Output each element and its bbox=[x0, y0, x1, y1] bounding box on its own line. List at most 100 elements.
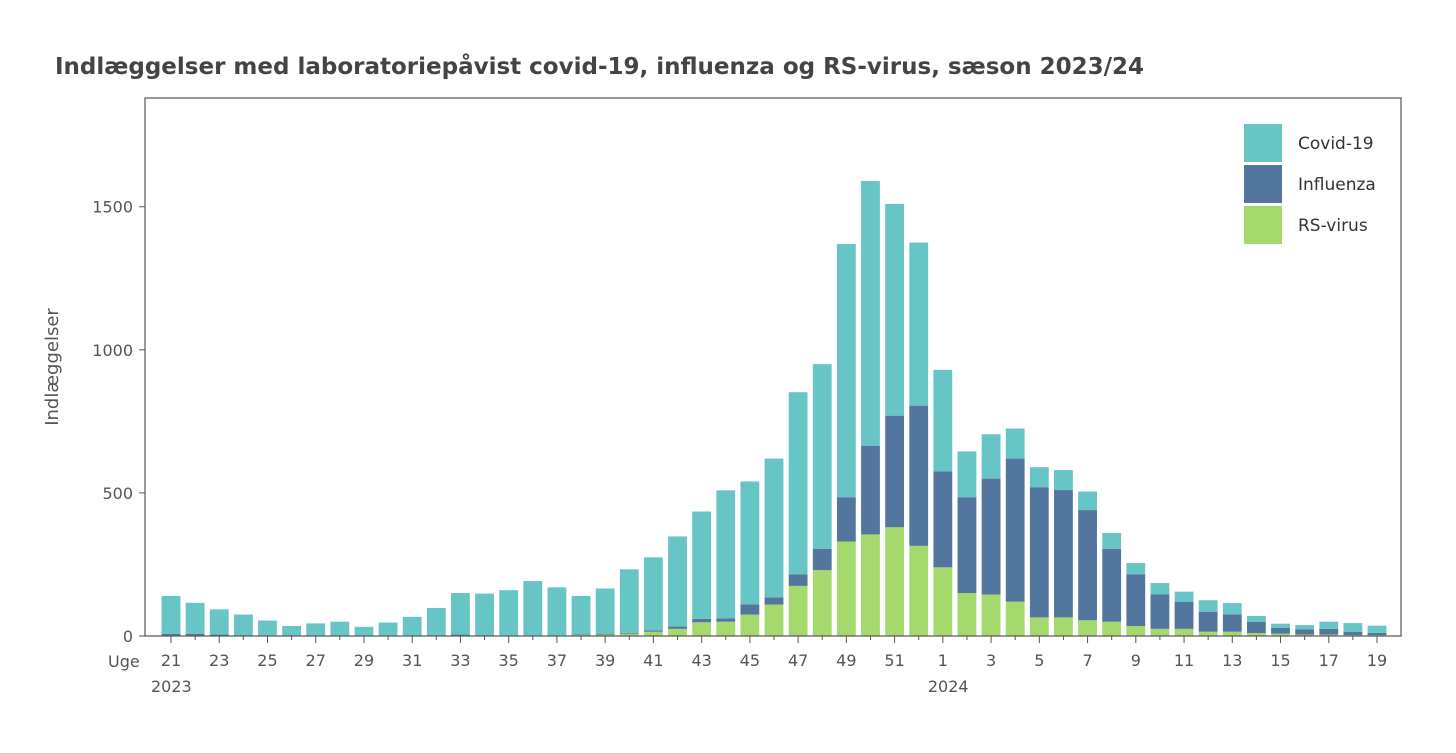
bar-covid-19 bbox=[1054, 470, 1073, 491]
bar-rs-virus bbox=[885, 527, 905, 636]
x-tick-label: 51 bbox=[884, 651, 904, 670]
plot-frame bbox=[144, 97, 1402, 637]
bar-influenza bbox=[209, 634, 229, 636]
bar-covid-19 bbox=[1174, 591, 1194, 602]
bar-influenza bbox=[571, 634, 591, 636]
legend-swatch bbox=[1244, 206, 1282, 244]
bar-rs-virus bbox=[812, 570, 832, 636]
bar-rs-virus bbox=[1029, 617, 1049, 636]
x-tick-label: 33 bbox=[450, 651, 470, 670]
bar-covid-19 bbox=[668, 536, 687, 627]
bar-influenza bbox=[1198, 611, 1218, 632]
x-tick-label: 37 bbox=[547, 651, 567, 670]
legend-label: RS-virus bbox=[1298, 216, 1368, 236]
y-tick-label: 1500 bbox=[92, 198, 133, 217]
x-tick-label: 1 bbox=[938, 651, 948, 670]
y-tick-label: 500 bbox=[102, 484, 133, 503]
bar-influenza bbox=[740, 604, 760, 615]
bar-rs-virus bbox=[1174, 628, 1194, 636]
x-axis-prefix: Uge bbox=[108, 652, 140, 671]
bar-rs-virus bbox=[716, 621, 736, 636]
bar-rs-virus bbox=[1222, 631, 1242, 636]
bar-covid-19 bbox=[836, 243, 856, 498]
bar-rs-virus bbox=[1102, 621, 1122, 636]
bar-influenza bbox=[1174, 601, 1194, 629]
bar-covid-19 bbox=[692, 511, 712, 619]
bar-rs-virus bbox=[1246, 633, 1266, 636]
bar-influenza bbox=[764, 597, 784, 605]
legend-label: Influenza bbox=[1298, 175, 1376, 195]
x-tick-label: 29 bbox=[354, 651, 374, 670]
x-tick-label: 5 bbox=[1034, 651, 1044, 670]
x-tick-label: 27 bbox=[306, 651, 326, 670]
bar-covid-19 bbox=[812, 364, 832, 549]
bar-influenza bbox=[957, 497, 977, 594]
bar-covid-19 bbox=[233, 614, 253, 636]
bar-rs-virus bbox=[668, 628, 687, 636]
bar-influenza bbox=[861, 445, 880, 535]
bar-rs-virus bbox=[619, 633, 639, 636]
bar-rs-virus bbox=[643, 631, 663, 636]
chart-title: Indlæggelser med laboratoriepåvist covid… bbox=[55, 54, 1145, 80]
bar-rs-virus bbox=[692, 622, 712, 636]
y-axis-label: Indlæggelser bbox=[42, 308, 63, 426]
bar-covid-19 bbox=[1295, 625, 1315, 630]
bar-covid-19 bbox=[185, 602, 205, 634]
year-label: 2023 bbox=[151, 677, 192, 696]
x-tick-label: 39 bbox=[595, 651, 615, 670]
bar-covid-19 bbox=[354, 626, 374, 636]
x-tick-label: 43 bbox=[691, 651, 711, 670]
bar-covid-19 bbox=[330, 621, 350, 636]
bar-influenza bbox=[185, 633, 205, 636]
bar-influenza bbox=[1271, 627, 1290, 634]
bar-rs-virus bbox=[1150, 628, 1170, 636]
bar-covid-19 bbox=[595, 588, 615, 634]
y-tick-label: 0 bbox=[123, 627, 133, 646]
bar-covid-19 bbox=[402, 616, 422, 636]
x-tick-label: 35 bbox=[499, 651, 519, 670]
bar-influenza bbox=[909, 405, 929, 546]
bar-influenza bbox=[1222, 614, 1242, 632]
x-tick-label: 3 bbox=[986, 651, 996, 670]
bar-influenza bbox=[981, 478, 1001, 595]
bar-covid-19 bbox=[499, 590, 519, 636]
bar-covid-19 bbox=[378, 622, 398, 636]
bar-rs-virus bbox=[933, 567, 953, 636]
bar-covid-19 bbox=[426, 607, 446, 636]
bar-influenza bbox=[161, 633, 181, 636]
bar-rs-virus bbox=[1078, 620, 1097, 636]
bar-rs-virus bbox=[764, 604, 784, 636]
bar-covid-19 bbox=[571, 595, 591, 635]
bar-rs-virus bbox=[1319, 634, 1339, 636]
bar-covid-19 bbox=[981, 434, 1001, 479]
bar-covid-19 bbox=[764, 458, 784, 598]
bar-influenza bbox=[595, 633, 615, 635]
bar-influenza bbox=[1054, 490, 1073, 618]
bar-covid-19 bbox=[619, 569, 639, 633]
y-tick-label: 1000 bbox=[92, 341, 133, 360]
bar-covid-19 bbox=[909, 242, 929, 406]
bar-rs-virus bbox=[740, 614, 760, 636]
bar-influenza bbox=[788, 574, 808, 586]
bar-influenza bbox=[716, 618, 736, 622]
x-tick-label: 11 bbox=[1174, 651, 1194, 670]
bar-covid-19 bbox=[209, 609, 229, 635]
bar-covid-19 bbox=[451, 593, 470, 635]
bar-influenza bbox=[619, 632, 639, 634]
bar-covid-19 bbox=[547, 587, 567, 636]
bar-covid-19 bbox=[1222, 603, 1242, 615]
bar-influenza bbox=[1295, 629, 1315, 635]
bar-influenza bbox=[1005, 458, 1025, 602]
bar-covid-19 bbox=[1078, 491, 1097, 511]
bar-covid-19 bbox=[740, 481, 760, 605]
x-tick-label: 23 bbox=[209, 651, 229, 670]
x-tick-label: 47 bbox=[788, 651, 808, 670]
bar-covid-19 bbox=[1246, 615, 1266, 622]
bar-covid-19 bbox=[1102, 532, 1122, 549]
bar-covid-19 bbox=[1126, 563, 1146, 575]
x-tick-label: 9 bbox=[1131, 651, 1141, 670]
x-tick-label: 21 bbox=[161, 651, 181, 670]
bar-influenza bbox=[1319, 628, 1339, 635]
bar-covid-19 bbox=[475, 593, 494, 636]
